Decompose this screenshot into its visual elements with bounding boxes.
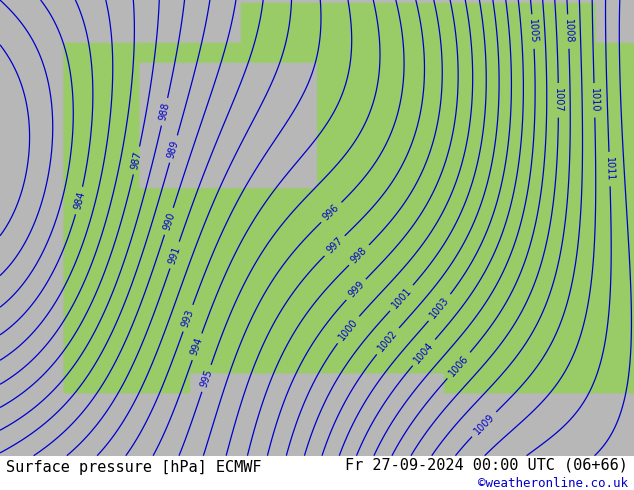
Text: 1001: 1001 <box>390 286 413 311</box>
Text: 988: 988 <box>158 102 171 122</box>
Text: 993: 993 <box>180 308 196 328</box>
Text: 987: 987 <box>130 150 143 171</box>
Text: 1000: 1000 <box>337 317 359 343</box>
Text: 995: 995 <box>198 368 214 389</box>
Text: 1010: 1010 <box>589 88 600 113</box>
Text: 1009: 1009 <box>472 412 496 437</box>
Text: 1006: 1006 <box>447 353 470 378</box>
Text: 999: 999 <box>346 279 366 299</box>
Text: 1008: 1008 <box>563 19 574 44</box>
Text: 997: 997 <box>325 236 345 256</box>
Text: 1005: 1005 <box>527 19 539 44</box>
Text: 996: 996 <box>321 202 341 222</box>
Text: Fr 27-09-2024 00:00 UTC (06+66): Fr 27-09-2024 00:00 UTC (06+66) <box>345 458 628 473</box>
Text: 994: 994 <box>189 337 205 357</box>
Text: 998: 998 <box>349 245 369 265</box>
Text: 984: 984 <box>72 191 86 211</box>
Text: 991: 991 <box>167 245 183 266</box>
Text: 1003: 1003 <box>428 295 451 320</box>
Text: 990: 990 <box>161 211 176 232</box>
Text: 1002: 1002 <box>376 328 399 354</box>
Text: Surface pressure [hPa] ECMWF: Surface pressure [hPa] ECMWF <box>6 460 262 475</box>
Text: 1011: 1011 <box>604 157 615 181</box>
Text: 1004: 1004 <box>412 340 436 365</box>
Text: ©weatheronline.co.uk: ©weatheronline.co.uk <box>477 477 628 490</box>
Text: 1007: 1007 <box>553 88 564 113</box>
Text: 989: 989 <box>166 139 181 159</box>
